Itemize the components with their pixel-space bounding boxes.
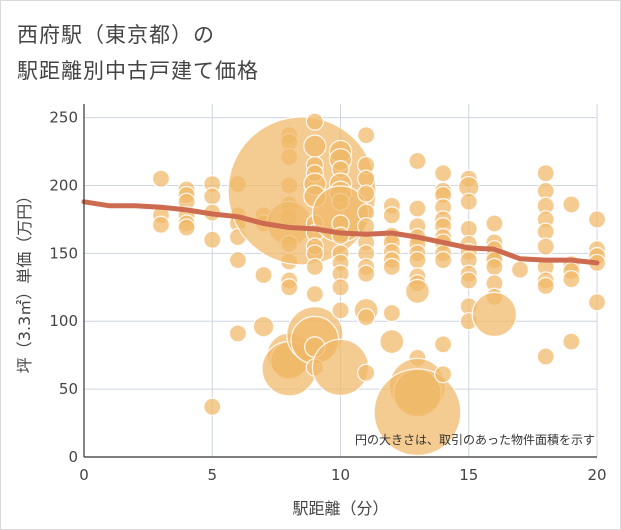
axes: [83, 104, 597, 458]
y-tick-label-200: 200: [49, 176, 78, 194]
data-point-39: [305, 112, 325, 131]
data-point-34: [280, 278, 299, 297]
data-point-137: [471, 291, 518, 338]
data-point-67: [331, 278, 350, 297]
data-point-106: [433, 164, 453, 183]
data-point-84: [382, 206, 401, 225]
data-point-134: [485, 257, 504, 277]
data-point-138: [510, 260, 530, 279]
chart-title-line1: 西府駅（東京都）の: [17, 23, 215, 47]
x-tick-label-0: 0: [79, 466, 89, 484]
data-point-144: [536, 237, 555, 256]
x-tick-label-5: 5: [207, 466, 217, 484]
data-point-126: [459, 271, 478, 290]
y-tick-label-100: 100: [49, 312, 78, 330]
data-point-73: [356, 184, 376, 203]
data-point-40: [303, 134, 327, 158]
x-tick-label-15: 15: [459, 466, 478, 484]
data-point-116: [433, 335, 453, 354]
data-point-2: [151, 215, 171, 234]
y-tick-label-0: 0: [68, 448, 78, 466]
data-point-149: [562, 195, 581, 214]
data-point-91: [379, 329, 405, 355]
bubble-series: [151, 112, 607, 457]
data-point-120: [459, 192, 478, 211]
data-point-18: [228, 250, 248, 270]
data-point-23: [252, 315, 275, 338]
data-point-8: [177, 218, 196, 237]
data-point-13: [203, 397, 222, 416]
y-axis-title: 坪（3.3㎡）単価（万円）: [15, 188, 34, 373]
y-tick-label-150: 150: [49, 244, 78, 262]
trend-line: [81, 199, 600, 266]
data-point-93: [408, 199, 427, 218]
data-point-92: [408, 151, 427, 171]
data-point-0: [151, 169, 171, 188]
data-point-22: [254, 265, 273, 285]
data-point-129: [485, 214, 504, 233]
data-point-70: [356, 126, 376, 145]
data-point-105: [373, 368, 462, 457]
x-tick-label-20: 20: [587, 466, 606, 484]
data-point-147: [536, 276, 555, 296]
data-point-153: [562, 332, 581, 351]
data-point-82: [356, 363, 376, 382]
data-point-68: [331, 301, 350, 320]
data-point-152: [562, 269, 581, 289]
data-point-81: [356, 308, 376, 327]
data-point-139: [536, 164, 555, 183]
data-point-12: [203, 230, 222, 249]
chart-title-line2: 駅距離別中古戸建て価格: [17, 59, 259, 83]
data-point-50: [305, 284, 325, 304]
data-point-148: [536, 347, 555, 366]
data-point-154: [587, 210, 607, 229]
x-axis-title: 駅距離（分）: [292, 499, 388, 518]
data-point-90: [382, 303, 401, 323]
y-tick-label-50: 50: [59, 380, 78, 398]
data-point-19: [228, 324, 248, 343]
y-tick-label-250: 250: [49, 109, 78, 127]
data-point-158: [587, 293, 607, 312]
data-point-79: [356, 264, 376, 283]
data-point-89: [382, 257, 401, 277]
data-point-101: [404, 278, 431, 304]
data-point-10: [203, 187, 222, 206]
data-point-98: [408, 250, 427, 270]
data-point-49: [305, 257, 325, 277]
size-annotation: 円の大きさは、取引のあった物件面積を示す: [355, 432, 595, 447]
data-point-115: [433, 250, 453, 270]
data-point-117: [433, 365, 453, 384]
x-tick-label-10: 10: [331, 466, 350, 484]
